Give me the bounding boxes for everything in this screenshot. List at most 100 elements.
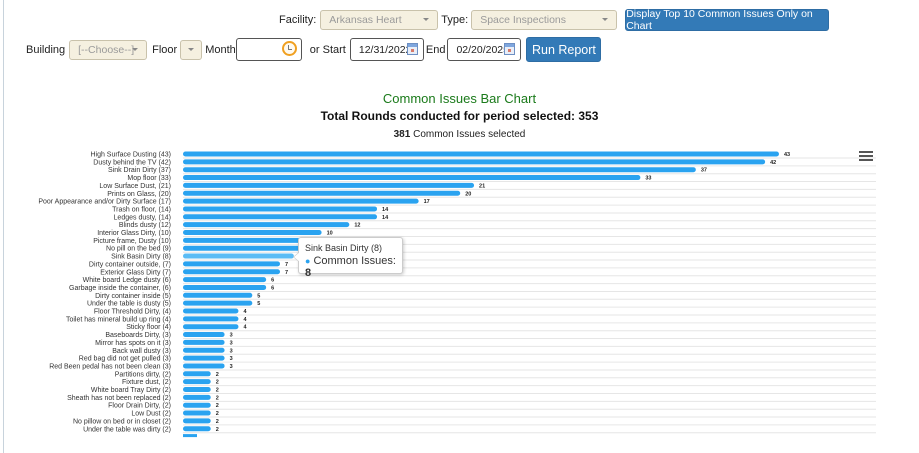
type-select-value: Space Inspections: [480, 14, 566, 26]
category-label: Sink Drain Dirty (37): [108, 167, 171, 174]
bar[interactable]: [183, 190, 461, 196]
bar[interactable]: [183, 230, 322, 235]
calendar-icon[interactable]: [406, 43, 418, 55]
category-label: Picture frame, Dusty (10): [93, 238, 171, 245]
category-label: Low Dust (2): [131, 411, 171, 418]
category-label: Sink Basin Dirty (8): [111, 254, 171, 261]
month-input[interactable]: [235, 38, 302, 61]
bar-value-label: 2: [216, 403, 219, 409]
month-label: Month: [205, 43, 236, 56]
bar-value-label: 14: [382, 207, 389, 213]
end-date-input[interactable]: 02/20/2025: [447, 38, 522, 61]
bar-value-label: 10: [327, 231, 333, 237]
bar-value-label: 3: [230, 340, 233, 346]
bar[interactable]: [183, 237, 322, 243]
tooltip-series: ● Common Issues: 8: [305, 255, 396, 279]
chevron-down-icon: [132, 47, 139, 51]
bar[interactable]: [183, 332, 225, 338]
bar[interactable]: [183, 308, 239, 314]
category-label: Low Surface Dust, (21): [99, 183, 171, 190]
bar[interactable]: [183, 277, 267, 283]
category-label: Red bag did not get pulled (3): [79, 356, 171, 363]
floor-select[interactable]: [180, 39, 203, 60]
start-date-value: 12/31/2022: [358, 43, 412, 56]
tooltip-title: Sink Basin Dirty (8): [305, 243, 383, 253]
category-label: Ledges dusty, (14): [114, 214, 171, 221]
bar[interactable]: [183, 198, 419, 204]
bar[interactable]: [183, 402, 211, 408]
bar[interactable]: [183, 253, 294, 259]
run-report-button[interactable]: Run Report: [526, 37, 602, 62]
bar[interactable]: [183, 371, 211, 377]
category-label: Garbage inside the container, (6): [69, 285, 171, 292]
bar[interactable]: [183, 410, 211, 416]
bar[interactable]: [183, 292, 253, 298]
bar[interactable]: [183, 222, 350, 228]
bar[interactable]: [183, 316, 239, 322]
bar[interactable]: [183, 284, 267, 290]
category-label: No pillow on bed or in closet (2): [73, 418, 171, 425]
bar-value-label: 37: [701, 168, 707, 174]
bar[interactable]: [183, 363, 225, 369]
category-label: Exterior Glass Dirty (7): [100, 269, 171, 276]
bar[interactable]: [183, 214, 378, 220]
bar[interactable]: [183, 300, 253, 306]
bar[interactable]: [183, 159, 766, 165]
bar[interactable]: [183, 167, 696, 173]
hamburger-menu-icon[interactable]: [859, 151, 873, 163]
category-label: Baseboards Dirty, (3): [105, 332, 171, 339]
series-dot-icon: ●: [305, 256, 311, 266]
bar[interactable]: [183, 387, 211, 392]
bar[interactable]: [183, 269, 281, 275]
bar-value-label: 5: [257, 301, 260, 307]
end-label: End: [425, 43, 446, 56]
bar-value-label: 2: [216, 380, 219, 386]
bar[interactable]: [183, 347, 225, 353]
bar-value-label: 3: [230, 348, 233, 354]
bar[interactable]: [183, 355, 225, 361]
bar[interactable]: [183, 339, 225, 345]
facility-select[interactable]: Arkansas Heart: [320, 10, 439, 30]
bar-value-label: 5: [257, 293, 260, 299]
issues-count: 381: [393, 129, 411, 140]
bar-value-label: 6: [271, 278, 274, 284]
bar[interactable]: [183, 175, 641, 181]
category-label: Trash on floor, (14): [112, 206, 171, 213]
chevron-down-icon: [602, 18, 609, 21]
page-left-border: [3, 0, 4, 453]
bar-value-label: 4: [243, 325, 247, 331]
category-label: Poor Appearance and/or Dirty Surface (17…: [38, 199, 171, 206]
bar-value-label: 33: [645, 176, 651, 182]
category-label: White board Ledge dusty (6): [83, 277, 171, 284]
bar[interactable]: [183, 206, 378, 212]
clock-icon[interactable]: [281, 41, 297, 56]
bar[interactable]: [183, 426, 211, 432]
bar[interactable]: [183, 245, 308, 251]
category-label: Under the table was dirty (2): [83, 426, 171, 433]
calendar-icon[interactable]: [504, 43, 516, 55]
start-date-input[interactable]: 12/31/2022: [349, 38, 424, 61]
bar[interactable]: [183, 394, 211, 400]
bar[interactable]: [183, 379, 211, 385]
bar[interactable]: [183, 418, 211, 424]
bar-value-label: 21: [479, 183, 485, 189]
category-label: Blinds dusty (12): [119, 222, 171, 229]
bar[interactable]: [183, 324, 239, 330]
bar-value-label: 42: [770, 160, 776, 166]
bar-value-label: 3: [230, 333, 233, 339]
type-select[interactable]: Space Inspections: [471, 10, 618, 30]
issues-count-label: Common Issues selected: [410, 129, 526, 140]
start-label: or Start: [309, 43, 346, 56]
bar-value-label: 3: [230, 364, 233, 370]
end-date-value: 02/20/2025: [456, 43, 509, 56]
top10-button[interactable]: Display Top 10 Common Issues Only on Cha…: [625, 8, 830, 32]
bar[interactable]: [183, 151, 779, 157]
bar-value-label: 17: [424, 199, 430, 205]
bar[interactable]: [183, 261, 281, 267]
bar-value-label: 4: [243, 309, 247, 315]
category-label: Mirror has spots on it (3): [95, 340, 171, 347]
tooltip-series-label: Common Issues:: [313, 255, 396, 267]
bar[interactable]: [183, 182, 475, 188]
building-select[interactable]: [--Choose--]: [69, 39, 148, 60]
